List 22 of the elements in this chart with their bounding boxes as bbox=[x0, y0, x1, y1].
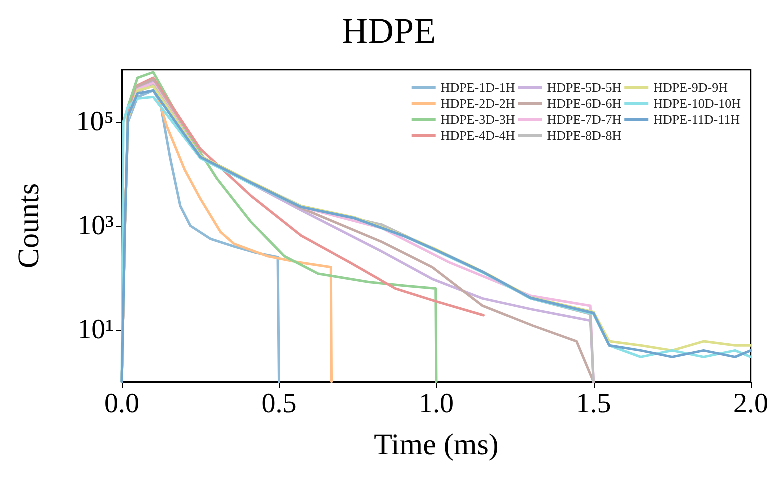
y-tick-label: 10¹ bbox=[78, 314, 114, 346]
legend-label: HDPE-4D-4H bbox=[440, 128, 516, 143]
legend-label: HDPE-10D-10H bbox=[654, 96, 742, 111]
x-tick-label: 2.0 bbox=[734, 388, 768, 420]
y-axis-title: Counts bbox=[12, 183, 46, 269]
legend-label: HDPE-2D-2H bbox=[440, 96, 516, 111]
legend-label: HDPE-1D-1H bbox=[440, 80, 516, 95]
y-tick-label: 10⁵ bbox=[76, 106, 114, 138]
x-tick-label: 1.5 bbox=[576, 388, 612, 420]
legend-label: HDPE-7D-7H bbox=[547, 112, 622, 127]
legend-label: HDPE-5D-5H bbox=[547, 80, 622, 95]
y-tick-label: 10³ bbox=[78, 210, 114, 242]
legend-label: HDPE-9D-9H bbox=[654, 80, 728, 95]
legend-label: HDPE-6D-6H bbox=[547, 96, 622, 111]
x-tick-label: 0.0 bbox=[104, 388, 140, 420]
x-axis-title: Time (ms) bbox=[374, 428, 499, 462]
x-tick-label: 0.5 bbox=[262, 388, 297, 420]
legend-label: HDPE-8D-8H bbox=[547, 128, 622, 143]
legend-label: HDPE-11D-11H bbox=[654, 112, 740, 127]
chart-title: HDPE bbox=[342, 11, 436, 51]
legend-label: HDPE-3D-3H bbox=[440, 112, 516, 127]
x-tick-label: 1.0 bbox=[419, 388, 454, 420]
